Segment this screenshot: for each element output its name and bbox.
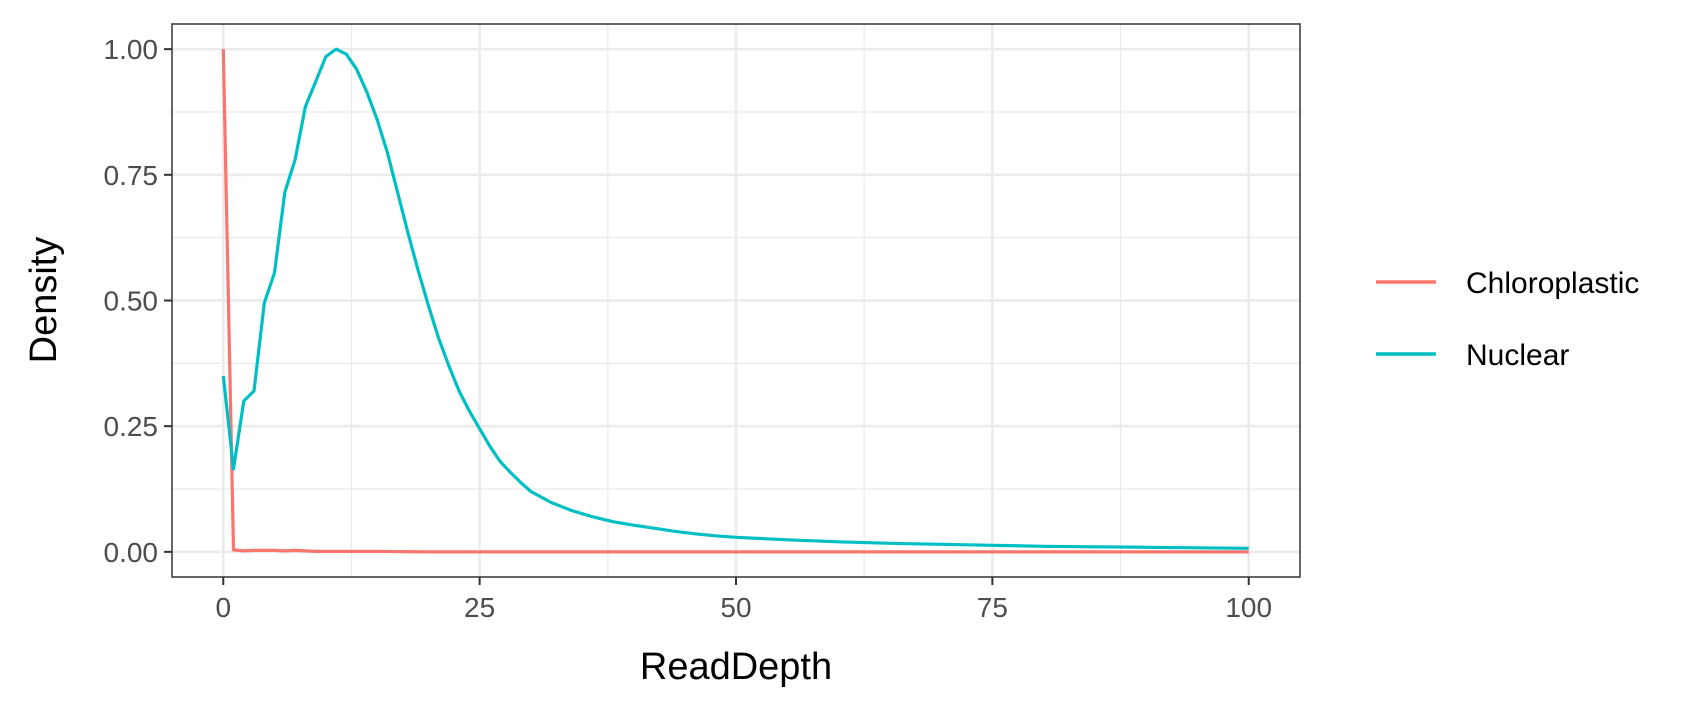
x-axis-title: ReadDepth xyxy=(640,646,832,688)
y-tick-label: 0.75 xyxy=(104,160,159,191)
y-tick-label: 0.50 xyxy=(104,286,159,317)
x-tick-label: 0 xyxy=(215,592,231,623)
legend-label-chloroplastic: Chloroplastic xyxy=(1466,267,1639,300)
y-axis-title: Density xyxy=(23,237,65,364)
y-tick-label: 0.00 xyxy=(104,537,159,568)
legend: Chloroplastic Nuclear xyxy=(1376,267,1639,372)
series-line-nuclear xyxy=(221,47,1249,550)
y-axis: 0.00 0.25 0.50 0.75 1.00 xyxy=(104,34,172,568)
series-lines xyxy=(221,47,1249,554)
x-tick-label: 50 xyxy=(720,592,751,623)
y-tick-label: 1.00 xyxy=(104,34,159,65)
y-tick-label: 0.25 xyxy=(104,411,159,442)
x-tick-label: 25 xyxy=(464,592,495,623)
series-line-chloroplastic xyxy=(221,49,1249,554)
x-tick-label: 100 xyxy=(1225,592,1272,623)
x-tick-label: 75 xyxy=(977,592,1008,623)
x-axis: 0 25 50 75 100 xyxy=(215,577,1272,623)
legend-label-nuclear: Nuclear xyxy=(1466,339,1569,372)
